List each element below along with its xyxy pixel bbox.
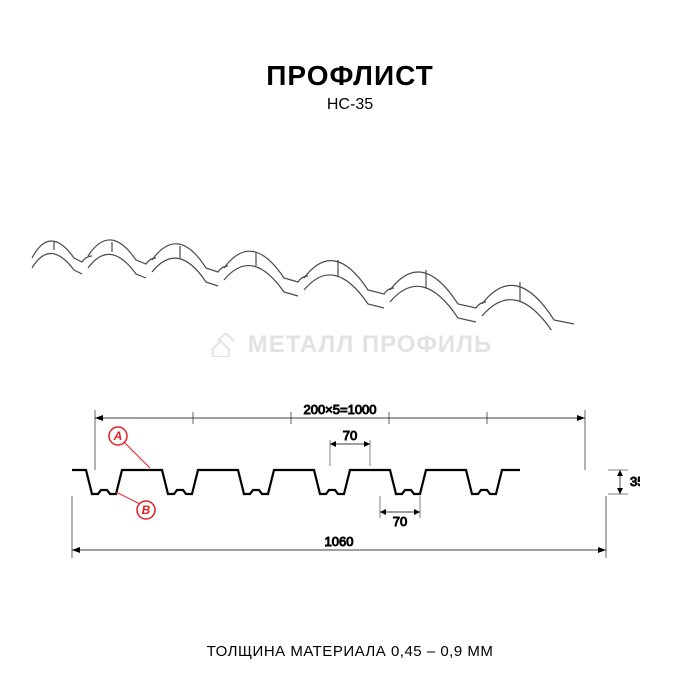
svg-text:B: B [142, 503, 151, 517]
dim-top-flat: 70 [343, 428, 357, 443]
page-title: ПРОФЛИСТ [0, 60, 700, 92]
svg-text:A: A [113, 429, 123, 443]
dim-pitch: 200×5=1000 [303, 402, 376, 417]
dim-bottom-flat: 70 [393, 514, 407, 529]
watermark-text: МЕТАЛЛ ПРОФИЛЬ [248, 331, 493, 359]
marker-b: B [137, 501, 155, 519]
dim-height: 35 [630, 474, 640, 489]
page-subtitle: НС-35 [0, 96, 700, 114]
spec-drawing: 200×5=1000 70 70 [60, 400, 640, 580]
dim-overall: 1060 [325, 534, 354, 549]
marker-a: A [109, 427, 127, 445]
watermark: МЕТАЛЛ ПРОФИЛЬ [208, 331, 493, 359]
page: ПРОФЛИСТ НС-35 [0, 0, 700, 700]
title-block: ПРОФЛИСТ НС-35 [0, 0, 700, 114]
profile-render [30, 170, 670, 330]
footer-thickness: ТОЛЩИНА МАТЕРИАЛА 0,45 – 0,9 ММ [0, 643, 700, 660]
house-icon [208, 333, 238, 357]
